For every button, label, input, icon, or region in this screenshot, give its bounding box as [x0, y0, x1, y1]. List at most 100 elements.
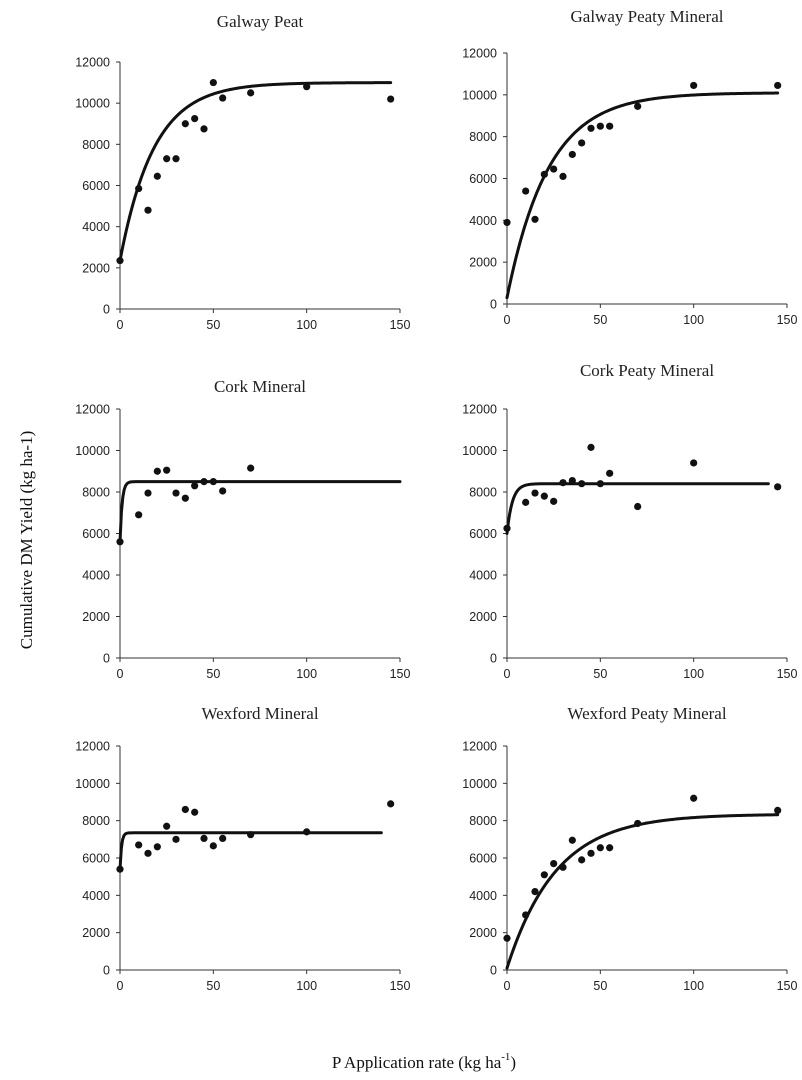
data-point: [578, 139, 586, 147]
data-point: [163, 155, 171, 163]
data-point: [172, 835, 180, 843]
y-tick-label: 8000: [82, 138, 110, 152]
data-point: [550, 165, 558, 173]
data-point: [209, 478, 217, 486]
x-tick-label: 50: [206, 667, 220, 681]
data-point: [135, 511, 143, 519]
panel-2: Galway Peaty Mineral 0 2000 4000 6000 8000 100…: [462, 7, 797, 327]
panel-6: Wexford Peaty Mineral 0 2000 4000 6000 8000 10…: [462, 704, 797, 993]
panel-3: Cork Mineral 0 2000 4000 6000 8000 10000 12000 0…: [75, 377, 410, 681]
data-point: [144, 489, 152, 497]
data-point: [503, 524, 511, 532]
data-point: [191, 808, 199, 816]
y-tick-label: 4000: [82, 569, 110, 583]
data-point: [135, 841, 143, 849]
data-point: [219, 487, 227, 495]
y-tick-label: 10000: [462, 777, 497, 791]
data-point: [116, 257, 124, 265]
data-point: [774, 483, 782, 491]
data-point: [191, 115, 199, 123]
data-point: [559, 479, 567, 487]
data-point: [503, 218, 511, 227]
x-tick-label: 100: [683, 667, 704, 681]
data-point: [200, 125, 208, 133]
y-tick-label: 6000: [469, 172, 497, 186]
x-tick-label: 150: [777, 667, 798, 681]
x-tick-label: 150: [777, 313, 798, 327]
data-point: [550, 860, 558, 868]
panel-title: Galway Peat: [217, 12, 304, 31]
data-point: [559, 172, 567, 181]
y-tick-label: 4000: [82, 220, 110, 234]
y-tick-label: 0: [103, 652, 110, 666]
data-point: [503, 934, 511, 942]
y-tick-label: 2000: [82, 926, 110, 940]
x-tick-label: 50: [593, 979, 607, 993]
x-tick-label: 100: [296, 318, 317, 332]
y-tick-label: 10000: [75, 777, 110, 791]
x-tick-label: 50: [206, 318, 220, 332]
y-tick-label: 6000: [469, 852, 497, 866]
fitted-curve: [118, 81, 393, 263]
fitted-curve: [505, 91, 780, 300]
y-tick-label: 2000: [82, 610, 110, 624]
panel-5: Wexford Mineral 0 2000 4000 6000 8000 10000 120…: [75, 704, 410, 993]
data-point: [531, 888, 539, 896]
data-point: [587, 124, 595, 132]
data-point: [540, 170, 548, 178]
data-point: [247, 831, 255, 839]
x-tick-label: 50: [206, 979, 220, 993]
y-tick-label: 6000: [469, 527, 497, 541]
data-point: [200, 478, 208, 486]
y-tick-label: 10000: [75, 444, 110, 458]
data-point: [172, 155, 180, 163]
x-axis-label-sup: -1: [501, 1051, 510, 1063]
data-point: [540, 492, 548, 500]
panel-title: Galway Peaty Mineral: [571, 7, 724, 26]
x-tick-label: 100: [683, 313, 704, 327]
x-tick-label: 0: [117, 979, 124, 993]
data-point: [153, 843, 161, 851]
x-axis-label-main: P Application rate (kg ha: [332, 1053, 502, 1072]
y-tick-label: 6000: [82, 852, 110, 866]
y-tick-label: 12000: [75, 740, 110, 754]
y-tick-label: 2000: [82, 261, 110, 275]
data-point: [219, 94, 227, 102]
data-point: [247, 89, 255, 97]
data-point: [559, 863, 567, 871]
data-point: [522, 911, 530, 919]
x-tick-label: 100: [683, 979, 704, 993]
y-tick-label: 8000: [469, 130, 497, 144]
x-tick-label: 0: [504, 667, 511, 681]
panel-title: Cork Mineral: [214, 377, 306, 396]
x-tick-label: 100: [296, 667, 317, 681]
data-point: [303, 83, 311, 91]
data-point: [531, 489, 539, 497]
panel-1: Galway Peat 0 2000 4000 6000 8000 10000 12000 0 5…: [75, 12, 410, 332]
y-tick-label: 8000: [469, 814, 497, 828]
data-point: [587, 849, 595, 857]
data-point: [568, 836, 576, 844]
y-tick-label: 4000: [82, 889, 110, 903]
panel-title: Wexford Mineral: [201, 704, 318, 723]
data-point: [116, 865, 124, 873]
data-point: [247, 464, 255, 472]
y-tick-label: 0: [490, 652, 497, 666]
y-tick-label: 0: [490, 298, 497, 312]
y-tick-label: 0: [103, 964, 110, 978]
x-tick-label: 0: [504, 979, 511, 993]
fitted-curve: [505, 482, 770, 535]
y-tick-label: 12000: [462, 403, 497, 417]
data-point: [522, 187, 530, 195]
data-point: [387, 800, 395, 808]
y-tick-label: 12000: [75, 403, 110, 417]
y-tick-label: 10000: [462, 88, 497, 102]
data-point: [596, 844, 604, 852]
fitted-curve: [505, 813, 780, 970]
data-point: [531, 215, 539, 223]
data-point: [568, 476, 576, 485]
y-tick-label: 4000: [469, 889, 497, 903]
panel-title: Wexford Peaty Mineral: [567, 704, 726, 723]
data-point: [163, 466, 171, 474]
